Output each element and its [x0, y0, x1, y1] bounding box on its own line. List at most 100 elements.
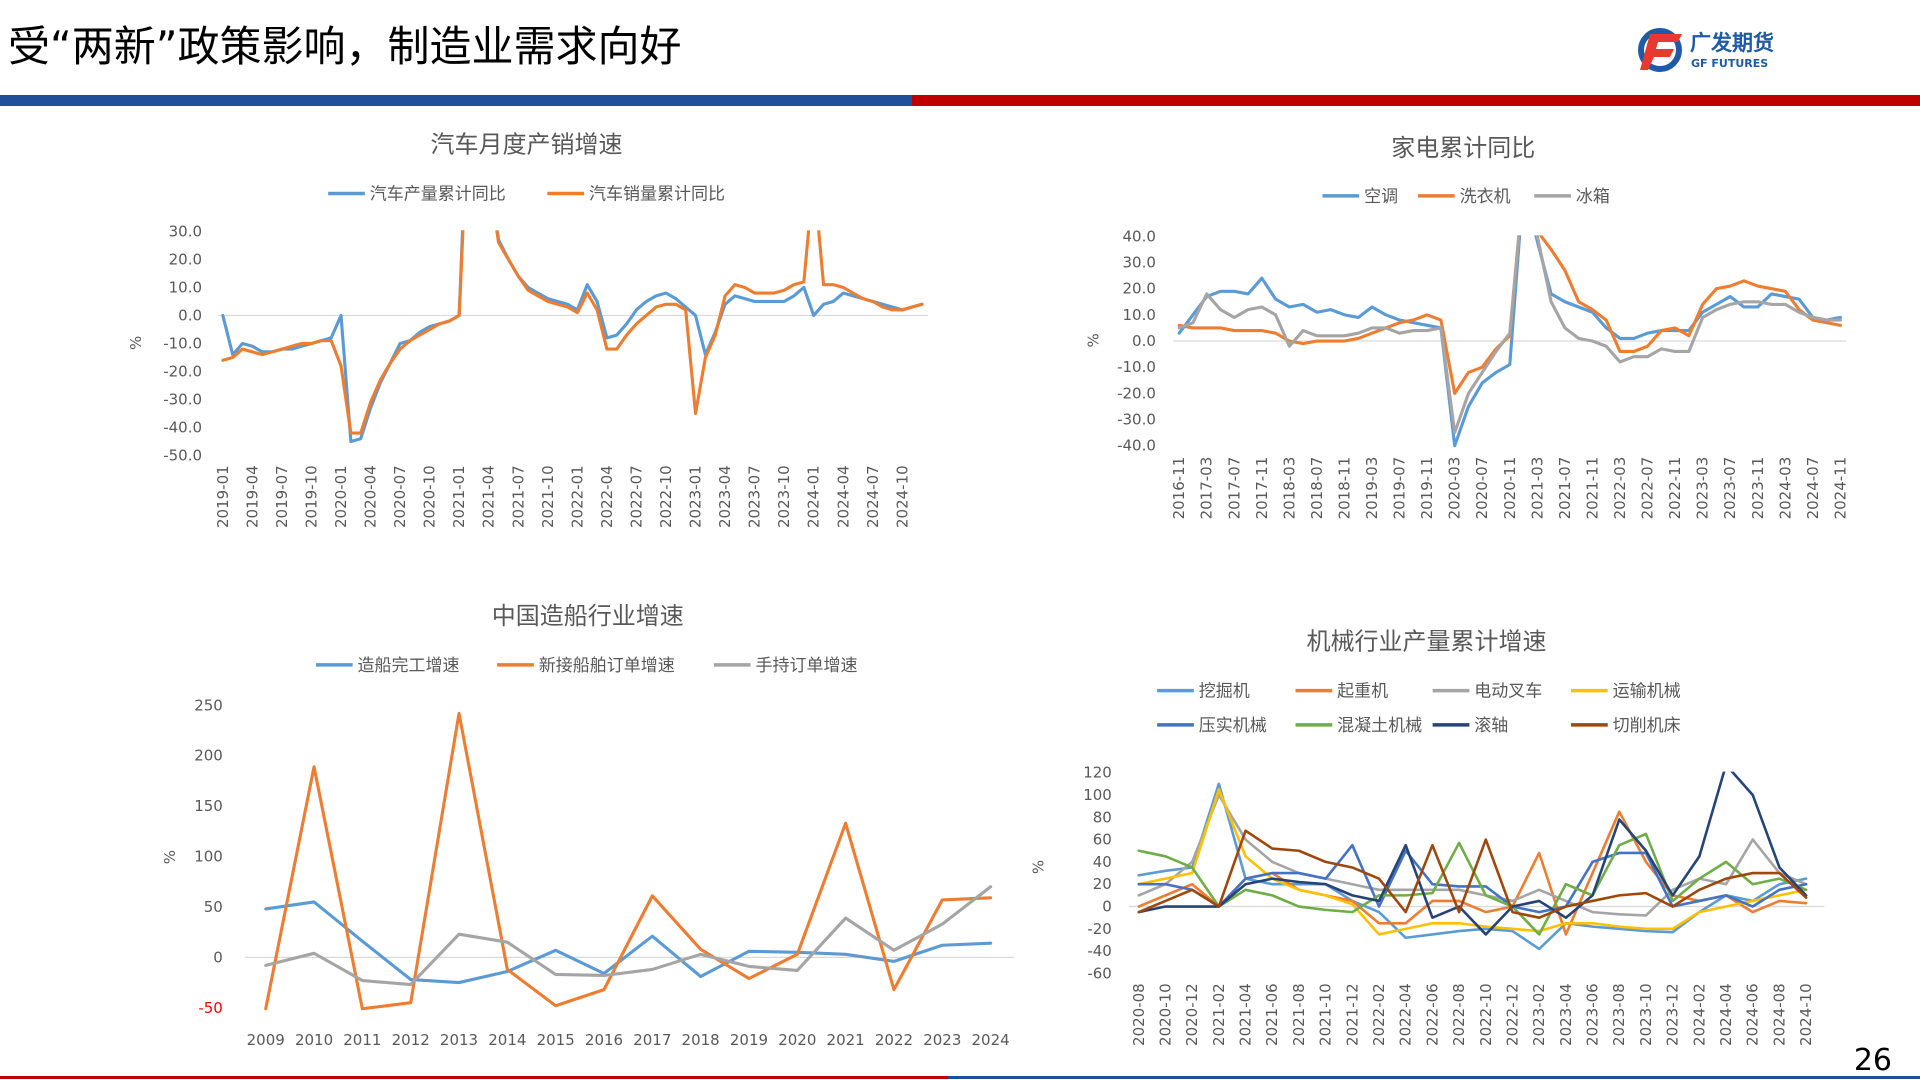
plot-area — [264, 711, 993, 1011]
x-tick-label: 2022-02 — [1370, 983, 1388, 1046]
chart-title: 机械行业产量累计增速 — [1307, 628, 1547, 656]
legend-label: 洗衣机 — [1460, 187, 1511, 207]
x-tick-label: 2021-03 — [1528, 457, 1546, 520]
y-tick-label: 0.0 — [1132, 332, 1156, 350]
x-tick-label: 2018-07 — [1308, 457, 1326, 520]
x-tick-label: 2019-04 — [243, 465, 261, 528]
legend-label: 空调 — [1364, 187, 1398, 207]
x-tick-label: 2020-08 — [1130, 983, 1148, 1046]
x-tick-label: 2013 — [440, 1031, 478, 1049]
legend-label: 挖掘机 — [1199, 682, 1250, 702]
y-tick-label: 250 — [194, 696, 223, 714]
x-tick-label: 2017-07 — [1225, 457, 1243, 520]
x-tick-label: 2020 — [778, 1031, 816, 1049]
y-tick-label: -30.0 — [163, 390, 202, 408]
legend-label: 汽车销量累计同比 — [589, 184, 725, 204]
plot-area — [221, 230, 924, 444]
x-tick-label: 2021-01 — [450, 465, 468, 528]
logo-name: 广发期货 — [1690, 31, 1774, 55]
footer-line-red — [0, 1076, 948, 1079]
x-tick-label: 2021-06 — [1263, 983, 1281, 1046]
y-tick-label: 40 — [1093, 853, 1112, 871]
y-tick-label: 20.0 — [169, 250, 202, 268]
y-tick-label: 150 — [194, 797, 223, 815]
x-tick-label: 2023-07 — [746, 465, 764, 528]
logo-ring — [1638, 28, 1682, 72]
x-tick-label: 2024-10 — [1797, 983, 1815, 1046]
y-tick-label: 40.0 — [1123, 227, 1156, 245]
x-tick-label: 2021-07 — [1556, 457, 1574, 520]
series-line — [1177, 235, 1842, 435]
x-tick-label: 2018-11 — [1335, 457, 1353, 520]
y-tick-label: 20 — [1093, 875, 1112, 893]
x-tick-label: 2022-04 — [598, 465, 616, 528]
plot-area — [1177, 235, 1842, 448]
x-tick-label: 2024-11 — [1831, 457, 1849, 520]
x-tick-label: 2023-12 — [1664, 983, 1682, 1046]
x-tick-label: 2023-02 — [1530, 983, 1548, 1046]
x-tick-label: 2022-12 — [1503, 983, 1521, 1046]
y-tick-label: 30.0 — [169, 222, 202, 240]
x-tick-label: 2023-11 — [1749, 457, 1767, 520]
series-line — [264, 711, 993, 1011]
chart-title: 家电累计同比 — [1391, 134, 1535, 162]
x-tick-label: 2022-11 — [1666, 457, 1684, 520]
x-tick-label: 2020-10 — [421, 465, 439, 528]
x-tick-label: 2022-03 — [1611, 457, 1629, 520]
plot-area — [1137, 771, 1808, 951]
y-tick-label: 0 — [1102, 898, 1112, 916]
x-tick-label: 2016 — [585, 1031, 623, 1049]
legend-label: 汽车产量累计同比 — [370, 184, 506, 204]
x-tick-label: 2018-03 — [1280, 457, 1298, 520]
x-tick-label: 2024-06 — [1744, 983, 1762, 1046]
x-tick-label: 2018 — [682, 1031, 720, 1049]
y-tick-label: -30.0 — [1117, 411, 1156, 429]
series-line — [1137, 793, 1808, 917]
x-tick-label: 2019-07 — [1391, 457, 1409, 520]
series-line — [1177, 235, 1842, 448]
x-tick-label: 2015 — [537, 1031, 575, 1049]
x-tick-label: 2023-06 — [1584, 983, 1602, 1046]
x-tick-label: 2022 — [875, 1031, 913, 1049]
x-tick-label: 2011 — [343, 1031, 381, 1049]
x-tick-label: 2024-02 — [1690, 983, 1708, 1046]
legend-label: 造船完工增速 — [358, 656, 460, 676]
x-tick-label: 2017-03 — [1198, 457, 1216, 520]
y-tick-label: 10.0 — [169, 278, 202, 296]
x-tick-label: 2022-10 — [1477, 983, 1495, 1046]
x-tick-label: 2024-04 — [834, 465, 852, 528]
y-tick-label: 80 — [1093, 808, 1112, 826]
x-tick-label: 2021-07 — [509, 465, 527, 528]
x-tick-label: 2022-08 — [1450, 983, 1468, 1046]
series-line — [221, 230, 924, 435]
x-tick-label: 2017 — [633, 1031, 671, 1049]
legend-label: 冰箱 — [1576, 187, 1610, 207]
header-bar-blue — [0, 95, 912, 106]
x-tick-label: 2024-07 — [1804, 457, 1822, 520]
x-tick-label: 2021-12 — [1343, 983, 1361, 1046]
x-tick-label: 2020-11 — [1501, 457, 1519, 520]
x-tick-label: 2021-08 — [1290, 983, 1308, 1046]
logo-en: GF FUTURES — [1691, 57, 1768, 70]
x-tick-label: 2023-10 — [1637, 983, 1655, 1046]
y-tick-label: -60 — [1087, 964, 1112, 982]
chart: 汽车月度产销增速% -50.0 -40.0 -30.0 -20.0 -10.0 0.0 10.… — [127, 130, 929, 528]
series-line — [1137, 832, 1808, 936]
y-tick-label: -20.0 — [1117, 384, 1156, 402]
slide-title: 受“两新”政策影响，制造业需求向好 — [8, 22, 682, 71]
x-tick-label: 2023-10 — [775, 465, 793, 528]
series-line — [1137, 843, 1808, 914]
x-tick-label: 2019-03 — [1363, 457, 1381, 520]
chart: 中国造船行业增速% -50 0 50 100 150 200 250 2009 2010 2011 2… — [161, 602, 1014, 1049]
logo-mark — [1640, 34, 1682, 70]
x-tick-label: 2023-03 — [1694, 457, 1712, 520]
footer-line-blue — [948, 1076, 1920, 1079]
legend-label: 手持订单增速 — [756, 656, 858, 676]
series-line — [221, 230, 924, 444]
x-tick-label: 2020-12 — [1183, 983, 1201, 1046]
y-tick-label: -40 — [1087, 942, 1112, 960]
x-tick-label: 2014 — [488, 1031, 526, 1049]
x-tick-label: 2016-11 — [1170, 457, 1188, 520]
chart-title: 中国造船行业增速 — [492, 602, 684, 630]
y-tick-label: 200 — [194, 747, 223, 765]
